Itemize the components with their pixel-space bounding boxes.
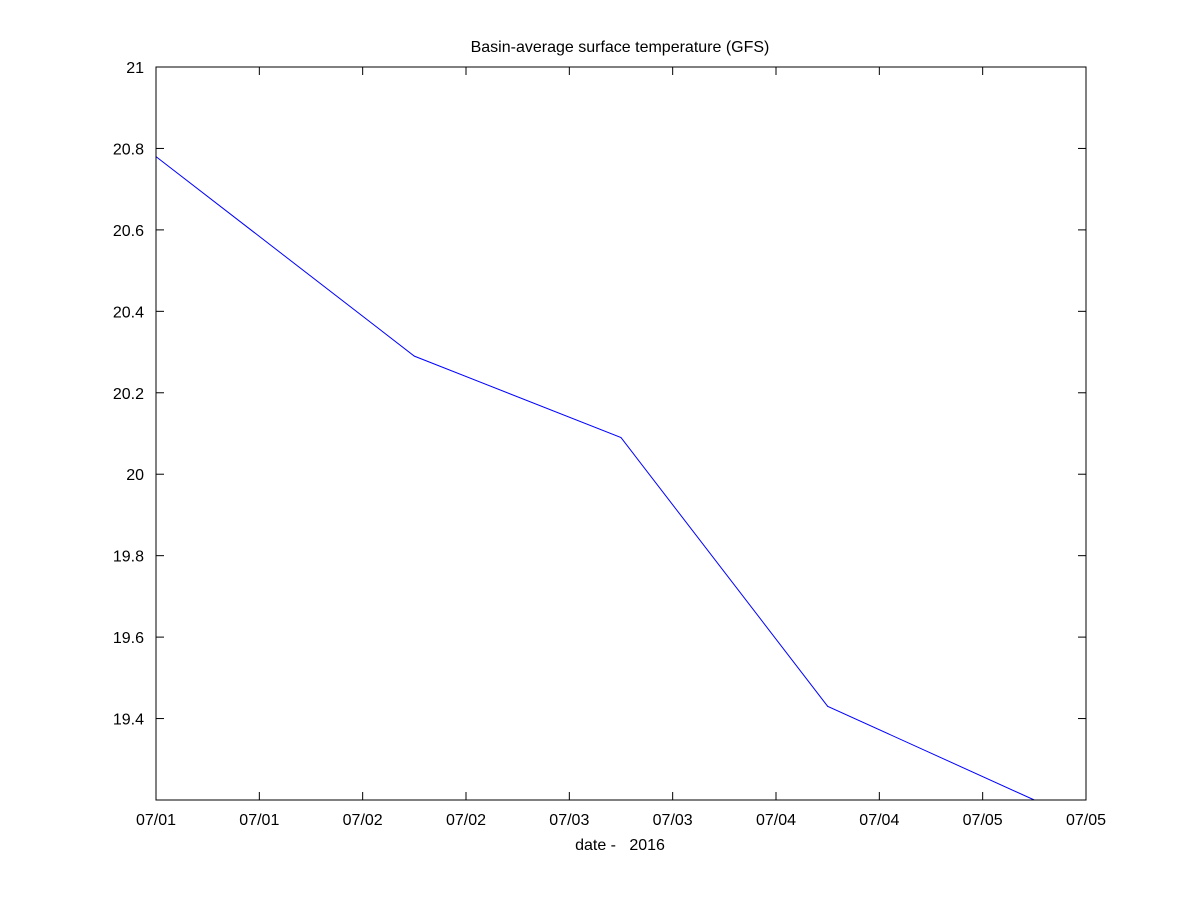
data-point <box>827 705 829 707</box>
y-tick-label: 20.6 <box>113 223 144 240</box>
x-tick-label: 07/04 <box>859 812 899 829</box>
y-tick-label: 20.4 <box>113 304 144 321</box>
x-tick-label: 07/02 <box>343 812 383 829</box>
x-tick-label: 07/04 <box>756 812 796 829</box>
y-tick-label: 20 <box>126 467 144 484</box>
y-tick-label: 19.4 <box>113 712 144 729</box>
x-tick-label: 07/01 <box>239 812 279 829</box>
y-tick-label: 20.2 <box>113 386 144 403</box>
y-axis-tick-labels: 19.4 19.6 19.8 20 20.2 20.4 20.6 20.8 21 <box>113 60 144 729</box>
y-tick-label: 20.8 <box>113 141 144 158</box>
x-tick-label: 07/02 <box>446 812 486 829</box>
x-tick-label: 07/01 <box>136 812 176 829</box>
plot-area-frame <box>155 66 1087 801</box>
data-point <box>413 355 415 357</box>
data-point <box>620 437 622 439</box>
x-tick-label: 07/03 <box>549 812 589 829</box>
x-tick-label: 07/03 <box>653 812 693 829</box>
y-tick-label: 21 <box>126 60 144 77</box>
y-tick-label: 19.8 <box>113 549 144 566</box>
x-tick-label: 07/05 <box>963 812 1003 829</box>
y-tick-label: 19.6 <box>113 630 144 647</box>
x-tick-label: 07/05 <box>1066 812 1106 829</box>
chart-title: Basin-average surface temperature (GFS) <box>471 39 770 56</box>
x-axis-label: date - 2016 <box>575 837 665 854</box>
x-axis-tick-labels: 07/01 07/01 07/02 07/02 07/03 07/03 07/04 07/04… <box>136 812 1106 829</box>
